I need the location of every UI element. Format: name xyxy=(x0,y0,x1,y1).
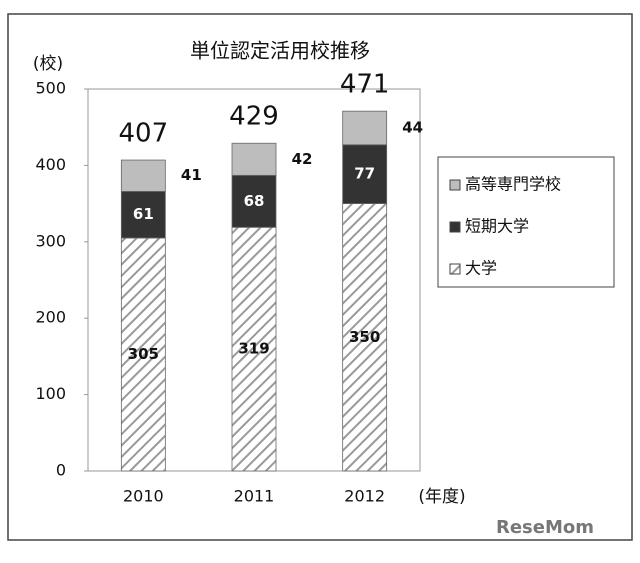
total-label: 471 xyxy=(340,70,390,100)
bar-segment xyxy=(231,142,277,176)
value-label: 305 xyxy=(128,345,159,363)
chart-title: 単位認定活用校推移 xyxy=(190,39,370,63)
legend-label: 短期大学 xyxy=(465,217,529,236)
legend-label: 大学 xyxy=(465,259,497,278)
y-tick-label: 100 xyxy=(35,384,66,403)
value-label: 319 xyxy=(238,340,269,358)
value-label: 350 xyxy=(349,328,380,346)
legend-label: 高等専門学校 xyxy=(465,175,561,194)
value-label: 42 xyxy=(292,150,313,168)
bar-segment xyxy=(120,190,166,239)
bar-segment xyxy=(231,174,277,228)
total-label: 407 xyxy=(119,119,169,149)
value-label: 61 xyxy=(133,205,154,223)
bar-segment xyxy=(120,159,166,192)
y-tick-label: 300 xyxy=(35,231,66,250)
bar-segment xyxy=(342,144,388,205)
value-label: 44 xyxy=(402,118,423,136)
x-tick-label: 2010 xyxy=(123,487,164,506)
x-tick-label: 2012 xyxy=(344,487,385,506)
bar-segment xyxy=(120,237,166,472)
legend-marker xyxy=(449,221,461,233)
bar-segment xyxy=(231,226,277,472)
y-tick-label: 200 xyxy=(35,308,66,327)
y-tick-label: 400 xyxy=(35,155,66,174)
bar-segment xyxy=(342,110,388,146)
y-tick-label: 0 xyxy=(56,461,66,480)
value-label: 68 xyxy=(244,192,265,210)
value-label: 77 xyxy=(354,165,375,183)
legend-marker xyxy=(449,179,461,191)
bar-segment xyxy=(342,203,388,472)
watermark: ReseMom xyxy=(496,517,594,538)
y-tick-label: 500 xyxy=(35,79,66,98)
legend-box xyxy=(437,156,615,288)
value-label: 41 xyxy=(181,166,202,184)
total-label: 429 xyxy=(229,102,279,132)
y-axis-label: (校) xyxy=(33,54,63,74)
x-tick-label: 2011 xyxy=(234,487,275,506)
x-axis-label: (年度) xyxy=(418,487,465,507)
legend-marker xyxy=(449,263,461,275)
